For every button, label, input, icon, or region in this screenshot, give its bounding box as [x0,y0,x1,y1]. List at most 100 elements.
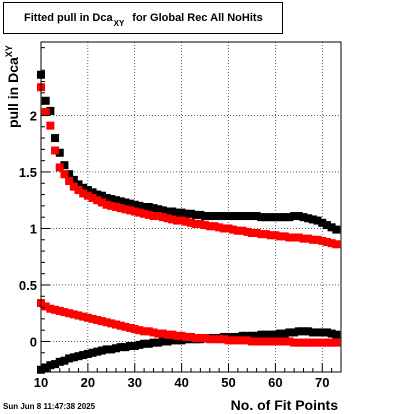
data-point-series-1 [112,196,120,205]
data-point-series-2 [243,227,252,236]
data-point-series-1 [69,175,78,184]
x-tick-label: 10 [34,375,48,390]
data-point-series-2 [285,233,294,242]
data-point-series-4 [65,309,74,318]
data-point-series-2 [271,231,280,240]
data-point-series-4 [257,337,266,346]
x-tick-label: 20 [81,375,95,390]
data-point-series-1 [201,212,210,221]
data-point-series-1 [271,213,280,222]
data-point-series-2 [191,219,200,228]
data-point-series-3 [112,344,120,353]
data-point-series-3 [271,330,280,339]
data-point-series-1 [229,212,238,221]
data-point-series-1 [135,201,144,210]
data-point-series-4 [215,335,224,344]
data-point-series-4 [191,334,200,343]
data-point-series-1 [55,148,64,157]
data-point-series-3 [69,353,78,362]
data-point-series-2 [182,217,191,226]
data-point-series-1 [294,212,303,221]
data-point-series-2 [41,108,50,117]
data-point-series-3 [163,337,172,346]
data-point-series-1 [140,203,149,211]
data-point-series-2 [308,235,317,244]
data-point-series-2 [144,210,153,219]
data-point-series-2 [290,233,299,242]
data-point-series-3 [243,331,252,340]
data-point-series-4 [55,306,64,315]
chart-title-box: Fitted pull in DcaXY for Global Rec All N… [3,2,283,34]
data-point-series-4 [102,318,111,327]
data-markers [37,70,341,374]
y-tick-label: 1 [30,221,37,236]
data-point-series-1 [88,188,97,197]
y-axis-label-subscript: XY [4,45,14,58]
data-point-series-1 [290,212,299,221]
data-point-series-2 [332,240,341,249]
data-point-series-2 [130,207,139,216]
grid-lines [41,42,341,372]
data-point-series-2 [88,193,97,202]
y-tick-label: 1.5 [19,165,37,180]
data-point-series-4 [233,336,242,345]
data-point-series-2 [126,206,135,215]
data-point-series-4 [69,310,78,319]
data-point-series-2 [322,238,331,247]
data-point-series-1 [126,199,135,208]
data-point-series-3 [308,328,317,337]
data-point-series-1 [93,190,102,199]
axis-ticks [40,47,342,372]
data-point-series-4 [187,332,195,341]
data-point-series-4 [304,338,313,347]
data-point-series-1 [215,212,224,221]
data-point-series-4 [135,326,144,335]
data-point-series-2 [201,221,210,230]
data-point-series-3 [172,336,181,345]
data-point-series-1 [41,96,50,105]
data-point-series-3 [327,329,336,338]
data-point-series-2 [280,232,289,241]
data-point-series-2 [247,228,256,237]
data-point-series-4 [196,334,205,343]
data-point-series-4 [285,337,294,346]
data-point-series-4 [271,337,280,346]
data-point-series-1 [280,213,289,222]
data-point-series-1 [79,183,88,192]
data-point-series-1 [285,213,294,222]
data-point-series-2 [205,222,214,231]
data-point-series-2 [97,198,106,207]
chart-title-rest: for Global Rec All NoHits [132,12,263,24]
data-point-series-3 [158,337,167,346]
data-point-series-3 [318,328,327,337]
data-point-series-2 [121,205,130,214]
data-point-series-3 [304,327,313,336]
data-point-series-3 [290,328,299,337]
data-point-series-4 [88,314,97,323]
data-point-series-3 [130,342,139,351]
data-point-series-2 [294,233,303,242]
data-point-series-3 [294,327,303,336]
y-tick-label: 2 [30,108,37,123]
data-point-series-4 [280,337,289,346]
data-point-series-4 [313,338,322,347]
data-point-series-4 [229,336,238,345]
data-point-series-2 [154,212,163,221]
data-point-series-2 [65,177,74,186]
data-point-series-2 [46,121,55,130]
data-point-series-3 [46,361,55,370]
chart-title: Fitted pull in DcaXY for Global Rec All N… [24,12,263,28]
data-point-series-3 [126,342,135,351]
data-point-series-4 [107,319,116,328]
data-point-series-1 [332,225,341,234]
data-point-series-4 [83,313,92,322]
data-point-series-1 [163,207,172,216]
data-point-series-4 [112,320,120,329]
data-point-series-1 [158,206,167,215]
data-point-series-3 [280,329,289,338]
data-point-series-1 [144,203,153,211]
data-point-series-1 [196,210,205,219]
data-point-series-2 [93,196,102,205]
data-point-series-2 [233,226,242,235]
data-point-series-2 [55,163,64,172]
